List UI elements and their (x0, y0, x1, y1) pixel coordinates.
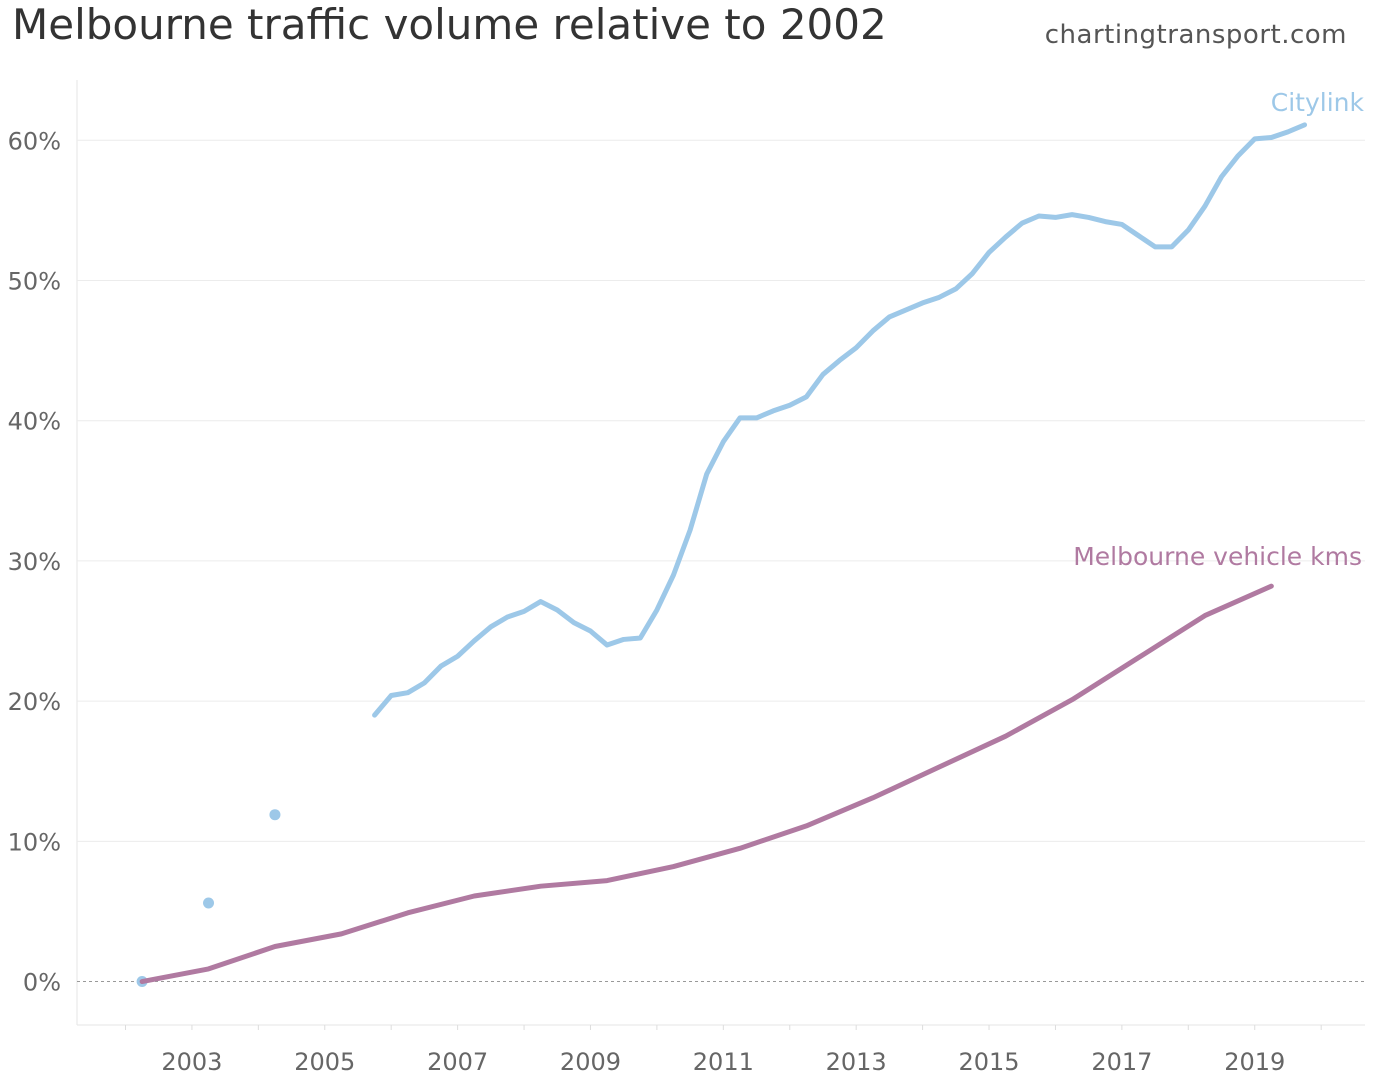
y-tick-label: 10% (8, 828, 61, 856)
x-tick-label: 2019 (1224, 1048, 1285, 1076)
x-tick-label: 2005 (294, 1048, 355, 1076)
series-line-melbourne-vehicle-kms (139, 583, 1274, 985)
series-label: Citylink (1271, 88, 1365, 117)
y-tick-label: 20% (8, 688, 61, 716)
y-tick-label: 60% (8, 127, 61, 155)
x-tick-label: 2015 (958, 1048, 1019, 1076)
x-tick-label: 2009 (560, 1048, 621, 1076)
x-tick-label: 2013 (826, 1048, 887, 1076)
source-credit: chartingtransport.com (1044, 20, 1347, 50)
y-tick-label: 50% (8, 267, 61, 295)
y-tick-label: 40% (8, 408, 61, 436)
x-tick-label: 2011 (693, 1048, 754, 1076)
chart-title: Melbourne traffic volume relative to 200… (12, 0, 887, 49)
series-line-citylink (372, 122, 1308, 718)
citylink-point (269, 809, 281, 821)
x-tick-label: 2007 (427, 1048, 488, 1076)
x-tick-label: 2017 (1091, 1048, 1152, 1076)
series-label: Melbourne vehicle kms (1073, 542, 1362, 571)
citylink-point (203, 897, 215, 909)
y-tick-label: 30% (8, 548, 61, 576)
y-tick-label: 0% (23, 969, 61, 997)
x-tick-label: 2003 (161, 1048, 222, 1076)
